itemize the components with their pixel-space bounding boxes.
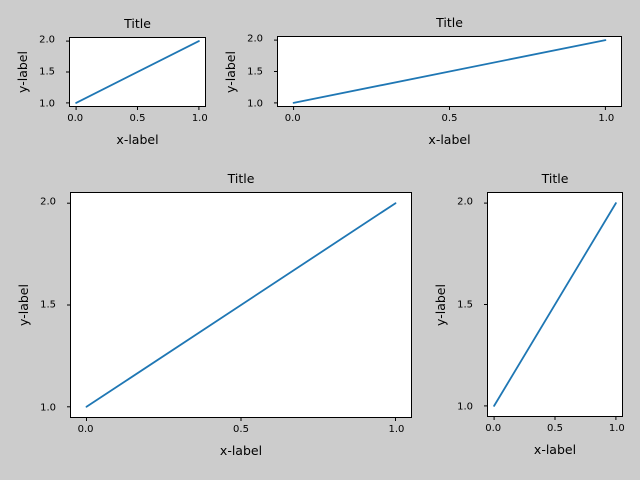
- y-axis-label: y-label: [222, 50, 238, 93]
- x-tick-label: 1.0: [191, 113, 208, 124]
- y-tick-label: 2.0: [457, 196, 473, 208]
- x-tick-label: 1.0: [608, 423, 625, 434]
- y-tick-label: 2.0: [40, 196, 56, 208]
- x-axis-label: x-label: [428, 132, 471, 147]
- x-tick-label: 0.0: [77, 424, 94, 435]
- y-tick-label: 2.0: [247, 33, 263, 45]
- plot-title: Title: [124, 15, 151, 31]
- y-tick-label: 1.5: [457, 299, 473, 310]
- y-tick-label: 2.0: [39, 34, 55, 46]
- x-tick-label: 0.0: [485, 423, 502, 434]
- x-axis-label: x-label: [219, 443, 263, 458]
- plot-title: Title: [436, 14, 463, 30]
- y-axis-label: y-label: [15, 284, 31, 326]
- x-tick-label: 0.0: [67, 113, 84, 124]
- x-tick-label: 1.0: [598, 113, 615, 124]
- y-tick-label: 1.0: [39, 98, 55, 110]
- plot-title: Title: [227, 170, 255, 186]
- y-axis-label: y-label: [432, 283, 448, 326]
- data-line: [85, 202, 397, 408]
- line-plot: [484, 202, 617, 420]
- x-tick-label: 1.0: [388, 424, 405, 435]
- data-line: [75, 40, 200, 104]
- data-line: [292, 39, 607, 104]
- x-tick-label: 0.5: [129, 113, 146, 124]
- x-tick-label: 0.5: [441, 113, 458, 124]
- subplot-top-left: Title x-label y-label 0.0 0.5 1.0 1.0 1.…: [15, 16, 208, 147]
- line-plot: [67, 202, 397, 421]
- data-line: [493, 202, 617, 407]
- subplot-bottom-right: Title x-label y-label 0.0 0.5 1.0 1.0 1.…: [433, 171, 625, 457]
- plot-title: Title: [541, 170, 569, 186]
- y-tick-label: 1.5: [39, 66, 55, 78]
- y-tick-label: 1.0: [40, 402, 56, 414]
- y-tick-label: 1.5: [247, 66, 263, 77]
- plot-area: [484, 192, 623, 420]
- x-axis-label: x-label: [533, 442, 577, 457]
- plot-area: [67, 192, 412, 421]
- subplot-top-right: Title x-label y-label 0.0 0.5 1.0 1.0 1.…: [223, 15, 622, 147]
- plot-area: [66, 37, 206, 110]
- line-plot: [274, 39, 607, 110]
- plot-area: [274, 36, 622, 110]
- x-tick-label: 0.5: [233, 424, 249, 435]
- line-plot: [66, 40, 200, 110]
- x-axis-label: x-label: [116, 132, 159, 147]
- y-tick-label: 1.0: [247, 98, 263, 110]
- y-axis-label: y-label: [14, 51, 30, 93]
- x-tick-label: 0.0: [284, 113, 301, 124]
- subplot-bottom-left: Title x-label y-label 0.0 0.5 1.0 1.0 1.…: [16, 171, 412, 458]
- x-tick-label: 0.5: [547, 423, 563, 434]
- y-tick-label: 1.5: [40, 299, 56, 311]
- y-tick-label: 1.0: [457, 401, 473, 413]
